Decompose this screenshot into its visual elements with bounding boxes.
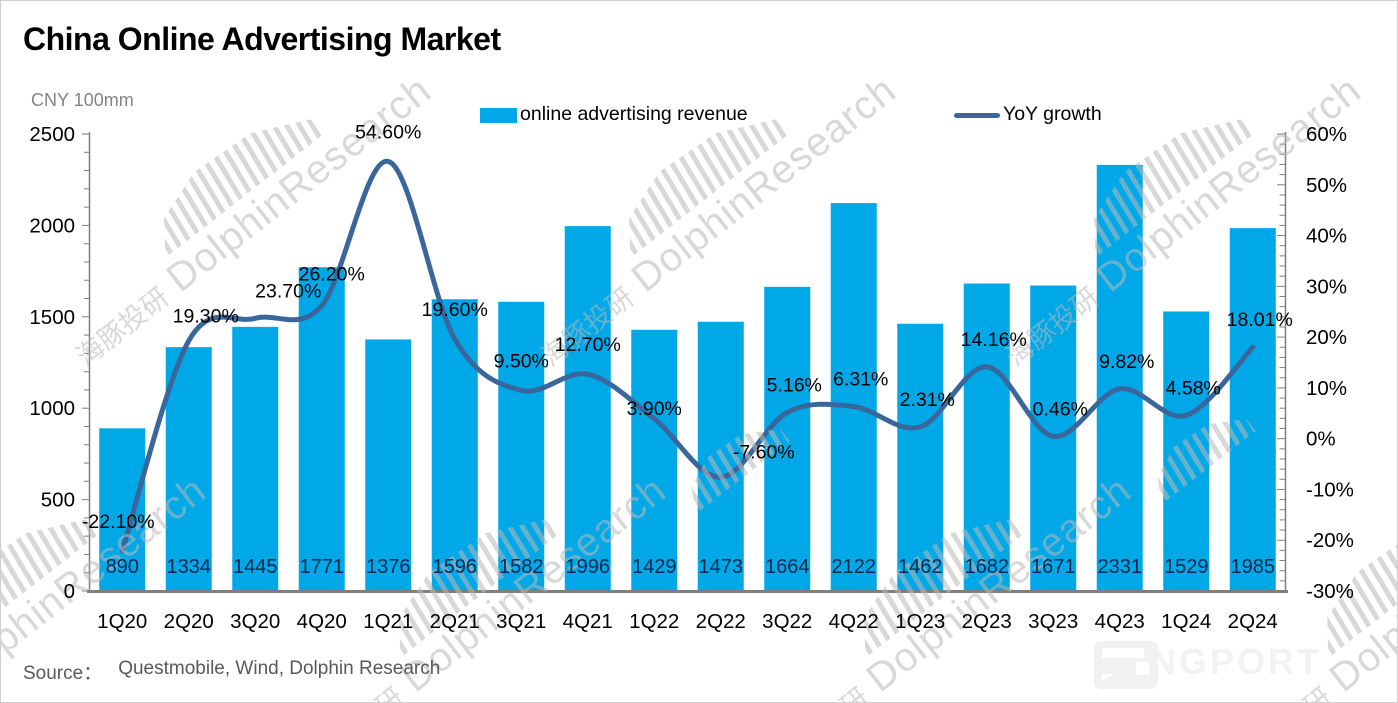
yoy-point-label: 5.16% [767,374,822,396]
right-axis-tick-label: 20% [1306,326,1347,349]
yoy-point-label: 23.70% [255,280,321,302]
yoy-point-label: 6.31% [833,369,888,391]
yoy-point-label: 14.16% [961,329,1027,351]
bar-value-label: 1996 [566,556,611,578]
bar-value-label: 1334 [167,556,212,578]
bar-value-label: 1429 [632,556,677,578]
yoy-point-label: 0.46% [1033,398,1088,420]
x-axis-label: 3Q22 [762,610,812,633]
legend-item-yoy: YoY growth [954,103,1102,126]
right-axis-tick-label: 10% [1306,377,1347,400]
x-axis-label: 1Q21 [363,610,413,633]
x-axis-label: 2Q20 [164,610,214,633]
left-axis-tick-label: 0 [64,580,75,603]
right-axis-tick-label: 40% [1306,225,1347,248]
x-axis-label: 1Q22 [629,610,679,633]
yoy-point-label: 2.31% [900,389,955,411]
bar-value-label: 1582 [499,556,544,578]
bar-value-label: 1671 [1031,556,1076,578]
left-axis-tick-label: 2000 [29,214,75,237]
source-label: Source： [23,663,103,684]
x-axis-label: 4Q20 [297,610,347,633]
right-axis-tick-label: 0% [1306,428,1336,451]
x-axis-label: 3Q20 [230,610,280,633]
yoy-point-label: -7.60% [733,441,795,463]
bar [99,428,146,591]
yoy-point-label: 19.30% [173,306,239,328]
right-axis-tick-label: -10% [1306,478,1354,501]
yoy-point-label: 9.82% [1099,351,1154,373]
bar [631,329,678,591]
legend-bar-swatch-icon [480,108,517,123]
bar-value-label: 1596 [433,556,478,578]
bar-value-label: 1473 [699,556,744,578]
x-axis-label: 2Q22 [696,610,746,633]
yoy-point-label: 19.60% [422,299,488,321]
x-axis-label: 3Q23 [1028,610,1078,633]
left-axis-tick-label: 2500 [29,123,75,146]
bar-value-label: 1664 [765,556,810,578]
x-axis-label: 2Q23 [962,610,1012,633]
right-axis-tick-label: -30% [1306,580,1354,603]
x-axis-label: 1Q23 [895,610,945,633]
bar-value-label: 1445 [233,556,278,578]
left-axis-tick-label: 1500 [29,306,75,329]
longport-logo-icon [1094,641,1158,689]
bar-value-label: 2331 [1098,556,1143,578]
bar-value-label: 1985 [1231,556,1276,578]
bar-value-label: 2122 [832,556,877,578]
yoy-point-label: 54.60% [355,121,421,143]
bar [165,347,212,591]
bar-value-label: 1462 [898,556,943,578]
bar [232,326,279,591]
yoy-point-label: 26.20% [299,264,365,286]
x-axis-label: 4Q23 [1095,610,1145,633]
bar-value-label: 1529 [1164,556,1209,578]
axis-unit-label: CNY 100mm [31,90,134,110]
bar-value-label: 890 [106,556,139,578]
yoy-line [119,158,1256,554]
bar [298,267,345,591]
right-axis-tick-label: 60% [1306,123,1347,146]
right-axis-tick-label: 50% [1306,174,1347,197]
right-axis-tick-label: -20% [1306,529,1354,552]
left-axis-tick-label: 1000 [29,397,75,420]
x-axis-label: 1Q20 [97,610,147,633]
x-axis-label: 1Q24 [1161,610,1211,633]
yoy-point-label: 9.50% [494,350,549,372]
x-axis-label: 3Q21 [496,610,546,633]
x-axis-label: 4Q21 [563,610,613,633]
right-axis-tick-label: 30% [1306,275,1347,298]
left-axis-tick-label: 500 [41,489,75,512]
legend-bar-label: online advertising revenue [520,103,748,125]
legend-line-label: YoY growth [1003,103,1102,125]
x-axis-label: 2Q21 [430,610,480,633]
x-axis-label: 4Q22 [829,610,879,633]
bar [564,226,611,591]
yoy-point-label: 18.01% [1227,309,1293,331]
bar-value-label: 1771 [300,556,345,578]
legend-line-swatch-icon [954,113,1000,118]
source-text: Questmobile, Wind, Dolphin Research [118,658,441,679]
bar-value-label: 1376 [366,556,411,578]
longport-brand: LONGPORT [1094,641,1322,689]
page-title: China Online Advertising Market [23,21,501,57]
yoy-point-label: 3.90% [627,398,682,420]
bar-value-label: 1682 [965,556,1010,578]
yoy-point-label: 4.58% [1166,377,1221,399]
yoy-point-label: -22.10% [82,511,155,533]
x-axis-label: 2Q24 [1228,610,1278,633]
yoy-point-label: 12.70% [555,334,621,356]
source-line: Source： Questmobile, Wind, Dolphin Resea… [23,658,440,685]
legend-item-revenue: online advertising revenue [480,103,748,126]
